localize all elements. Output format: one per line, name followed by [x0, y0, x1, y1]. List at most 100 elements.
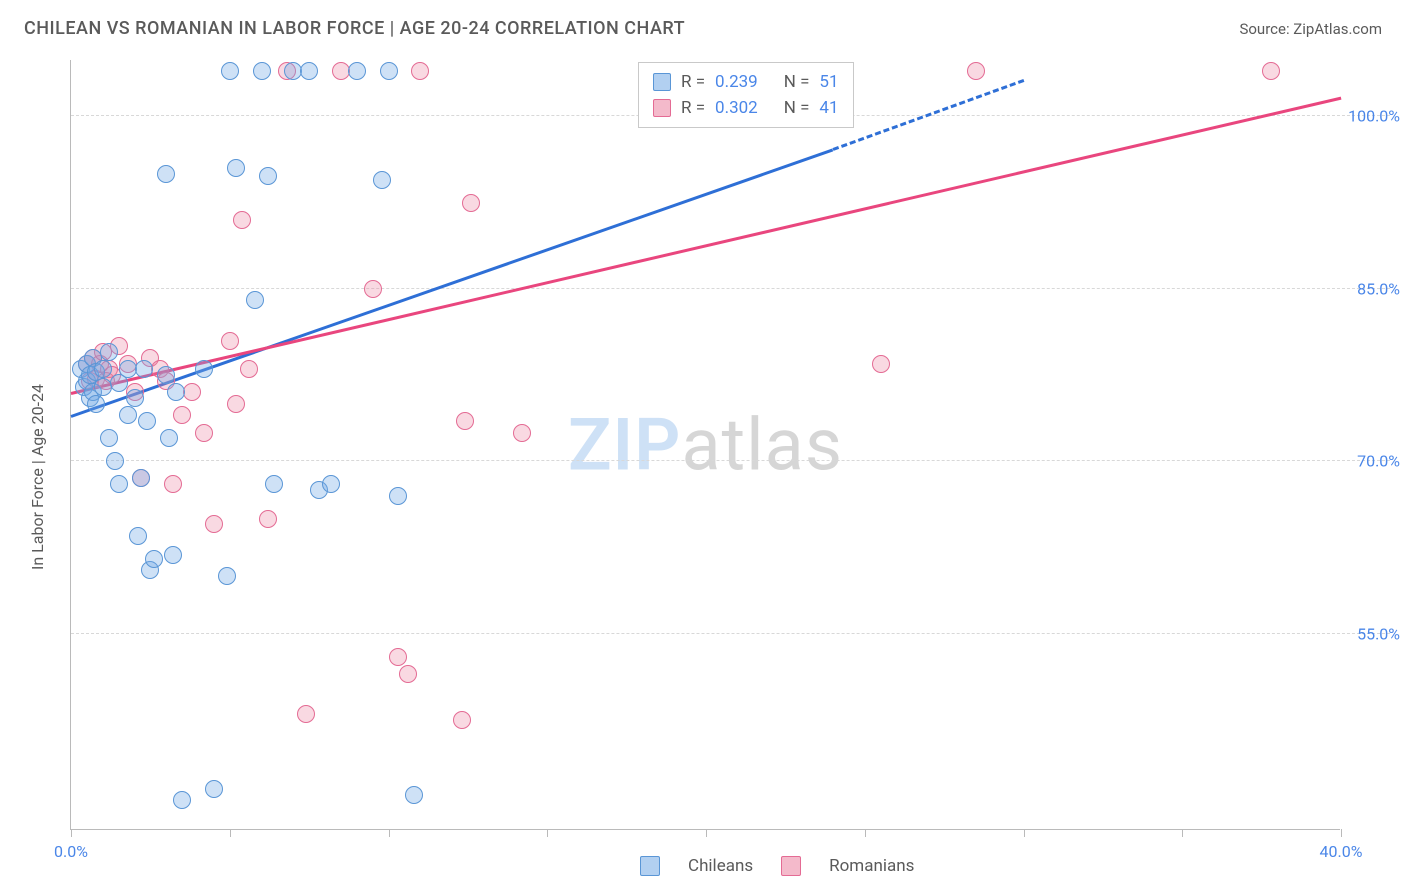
- stat-R-value: 0.302: [715, 98, 758, 118]
- x-tick: [865, 829, 866, 837]
- scatter-point-chileans: [205, 780, 223, 798]
- scatter-point-chileans: [129, 527, 147, 545]
- stat-N-value: 51: [819, 72, 838, 92]
- x-tick: [1182, 829, 1183, 837]
- y-axis-title: In Labor Force | Age 20-24: [28, 384, 47, 570]
- y-tick-label: 100.0%: [1348, 107, 1400, 126]
- scatter-point-romanians: [453, 711, 471, 729]
- scatter-point-chileans: [405, 786, 423, 804]
- stat-label: N =: [784, 98, 810, 118]
- watermark-bold: ZIP: [568, 402, 681, 487]
- scatter-point-romanians: [164, 475, 182, 493]
- scatter-point-chileans: [380, 62, 398, 80]
- scatter-point-romanians: [399, 665, 417, 683]
- scatter-point-chileans: [246, 291, 264, 309]
- scatter-point-chileans: [389, 487, 407, 505]
- scatter-point-romanians: [221, 332, 239, 350]
- scatter-point-romanians: [456, 412, 474, 430]
- x-tick: [389, 829, 390, 837]
- scatter-point-chileans: [100, 343, 118, 361]
- scatter-point-chileans: [348, 62, 366, 80]
- gridline: [71, 633, 1390, 634]
- scatter-point-chileans: [106, 452, 124, 470]
- scatter-point-romanians: [195, 424, 213, 442]
- scatter-point-chileans: [126, 389, 144, 407]
- scatter-point-chileans: [138, 412, 156, 430]
- scatter-point-chileans: [173, 791, 191, 809]
- legend-label: Romanians: [829, 856, 914, 876]
- scatter-point-chileans: [145, 550, 163, 568]
- x-tick-label: 0.0%: [54, 842, 88, 861]
- scatter-point-romanians: [227, 395, 245, 413]
- legend-label: Chileans: [688, 856, 753, 876]
- y-tick-label: 70.0%: [1357, 452, 1400, 471]
- scatter-point-chileans: [157, 165, 175, 183]
- watermark-light: atlas: [681, 402, 843, 487]
- swatch-pink-icon: [781, 856, 801, 876]
- scatter-point-romanians: [1262, 62, 1280, 80]
- scatter-point-chileans: [100, 429, 118, 447]
- legend-bottom: Chileans Romanians: [640, 856, 914, 876]
- scatter-point-romanians: [462, 194, 480, 212]
- scatter-point-chileans: [300, 62, 318, 80]
- trend-line: [71, 96, 1342, 394]
- y-tick-label: 85.0%: [1357, 279, 1400, 298]
- scatter-point-chileans: [265, 475, 283, 493]
- scatter-point-chileans: [253, 62, 271, 80]
- scatter-point-romanians: [411, 62, 429, 80]
- swatch-blue-icon: [653, 73, 671, 91]
- scatter-point-chileans: [218, 567, 236, 585]
- scatter-point-romanians: [513, 424, 531, 442]
- x-tick: [71, 829, 72, 837]
- scatter-point-chileans: [132, 469, 150, 487]
- scatter-point-romanians: [205, 515, 223, 533]
- y-tick-label: 55.0%: [1357, 624, 1400, 643]
- x-tick: [547, 829, 548, 837]
- scatter-point-chileans: [94, 360, 112, 378]
- scatter-point-chileans: [164, 546, 182, 564]
- scatter-point-chileans: [119, 406, 137, 424]
- swatch-pink-icon: [653, 99, 671, 117]
- scatter-point-chileans: [373, 171, 391, 189]
- gridline: [71, 288, 1390, 289]
- scatter-point-romanians: [967, 62, 985, 80]
- swatch-blue-icon: [640, 856, 660, 876]
- scatter-point-romanians: [872, 355, 890, 373]
- plot-area: ZIPatlas 55.0%70.0%85.0%100.0%0.0%40.0%: [70, 60, 1340, 830]
- scatter-point-chileans: [322, 475, 340, 493]
- scatter-point-romanians: [240, 360, 258, 378]
- scatter-point-romanians: [183, 383, 201, 401]
- scatter-point-romanians: [297, 705, 315, 723]
- x-tick: [706, 829, 707, 837]
- stat-label: N =: [784, 72, 810, 92]
- scatter-point-chileans: [160, 429, 178, 447]
- legend-stats-box: R = 0.239 N = 51 R = 0.302 N = 41: [638, 62, 854, 128]
- watermark: ZIPatlas: [568, 402, 843, 487]
- scatter-point-chileans: [195, 360, 213, 378]
- x-tick: [1341, 829, 1342, 837]
- x-tick: [230, 829, 231, 837]
- chart-title: CHILEAN VS ROMANIAN IN LABOR FORCE | AGE…: [24, 18, 685, 39]
- scatter-point-chileans: [259, 167, 277, 185]
- scatter-point-romanians: [173, 406, 191, 424]
- scatter-point-romanians: [389, 648, 407, 666]
- scatter-point-romanians: [364, 280, 382, 298]
- trend-line: [71, 148, 834, 417]
- scatter-point-chileans: [110, 475, 128, 493]
- gridline: [71, 460, 1390, 461]
- scatter-point-chileans: [87, 395, 105, 413]
- scatter-point-romanians: [259, 510, 277, 528]
- scatter-point-chileans: [227, 159, 245, 177]
- x-tick-label: 40.0%: [1320, 842, 1363, 861]
- stat-R-value: 0.239: [715, 72, 758, 92]
- stat-label: R =: [681, 72, 705, 92]
- stat-label: R =: [681, 98, 705, 118]
- x-tick: [1024, 829, 1025, 837]
- scatter-point-romanians: [233, 211, 251, 229]
- legend-stats-row: R = 0.239 N = 51: [653, 69, 839, 95]
- source-attribution: Source: ZipAtlas.com: [1239, 20, 1382, 38]
- stat-N-value: 41: [819, 98, 838, 118]
- scatter-point-chileans: [135, 360, 153, 378]
- legend-stats-row: R = 0.302 N = 41: [653, 95, 839, 121]
- scatter-point-chileans: [221, 62, 239, 80]
